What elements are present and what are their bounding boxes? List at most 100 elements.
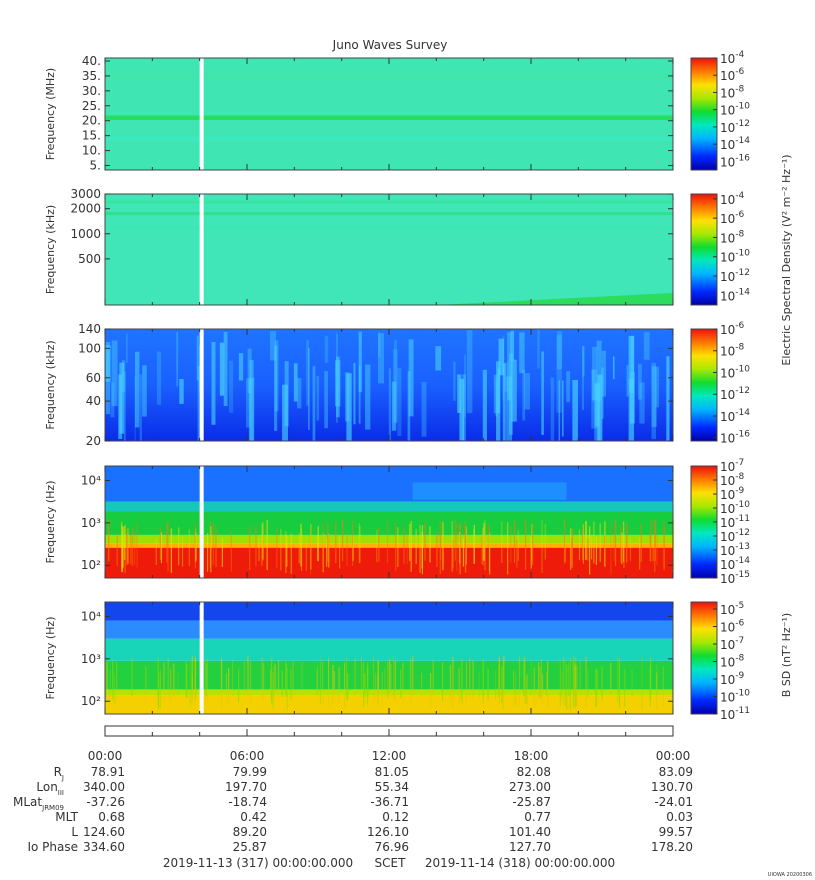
lowfreq-streak (387, 660, 389, 697)
lowfreq-streak (105, 661, 107, 700)
lowfreq-streak (249, 527, 251, 571)
vlf-emission-streak (156, 351, 162, 405)
footer-end: 2019-11-14 (318) 00:00:00.000 (425, 856, 615, 870)
lowfreq-streak (559, 659, 561, 707)
vlf-emission-streak (556, 335, 562, 413)
lowfreq-streak (261, 657, 263, 700)
lowfreq-streak (530, 536, 532, 569)
vlf-emission-streak (179, 379, 184, 404)
vlf-emission-streak (498, 338, 505, 376)
vlf-emission-streak (592, 369, 595, 403)
lowfreq-streak (124, 526, 126, 560)
lowfreq-streak (263, 662, 265, 701)
vlf-emission-streak (296, 378, 302, 409)
y-tick-label: 10² (81, 694, 101, 708)
vlf-emission-streak (655, 367, 660, 408)
lowfreq-streak (429, 526, 431, 563)
colorbar-tick-label: 10-5 (720, 601, 744, 617)
lowfreq-streak (424, 522, 426, 561)
lowfreq-streak (327, 657, 330, 707)
lowfreq-streak (456, 523, 458, 572)
lowfreq-streak (544, 524, 546, 560)
lowfreq-streak (587, 669, 589, 698)
lowfreq-streak (116, 661, 118, 699)
lowfreq-streak (533, 666, 535, 709)
lowfreq-streak (131, 657, 133, 696)
lowfreq-streak (610, 523, 612, 575)
lowfreq-streak (389, 658, 391, 696)
colorbar-tick-label: 10-4 (720, 191, 745, 207)
lowfreq-streak (656, 534, 658, 566)
lowfreq-streak (205, 663, 207, 697)
lowfreq-streak (373, 656, 375, 706)
lowfreq-streak (132, 527, 134, 567)
colorbar-4-scale (690, 465, 718, 579)
vlf-emission-streak (592, 346, 598, 401)
lowfreq-streak (656, 663, 658, 696)
lowfreq-streak (498, 669, 500, 698)
colorbar-tick-label: 10-8 (720, 343, 745, 359)
vlf-emission-streak (482, 369, 487, 441)
lowfreq-streak (170, 668, 172, 704)
lowfreq-streak (595, 668, 597, 708)
lowfreq-streak (489, 533, 491, 575)
lowfreq-streak (601, 666, 603, 701)
lowfreq-streak (181, 535, 184, 567)
colorbar-tick-label: 10-8 (720, 229, 745, 245)
panel-2-band-2 (105, 200, 673, 204)
vlf-emission-streak (562, 380, 564, 437)
ephemeris-value: -36.71 (370, 795, 409, 809)
lowfreq-streak (473, 524, 475, 564)
lowfreq-streak (517, 530, 519, 561)
lowfreq-streak (191, 675, 193, 701)
lowfreq-streak (402, 662, 404, 705)
colorbar-tick-label: 10-16 (720, 153, 750, 169)
lowfreq-streak (262, 522, 264, 560)
lowfreq-streak (280, 529, 282, 571)
lowfreq-streak (571, 528, 573, 568)
lowfreq-streak (524, 657, 526, 704)
lowfreq-streak (649, 533, 651, 562)
vlf-emission-streak (519, 332, 525, 374)
panel-4-layer-4 (105, 511, 673, 535)
lowfreq-streak (317, 535, 319, 561)
lowfreq-streak (593, 521, 595, 564)
lowfreq-streak (194, 656, 196, 698)
lowfreq-streak (626, 524, 628, 563)
vlf-emission-streak (391, 381, 397, 431)
lowfreq-streak (155, 537, 157, 566)
vlf-emission-streak (639, 382, 645, 424)
vlf-emission-streak (522, 369, 526, 421)
vlf-emission-streak (142, 365, 147, 417)
lowfreq-streak (113, 673, 116, 703)
lowfreq-streak (157, 656, 159, 705)
lowfreq-streak (618, 658, 621, 708)
lowfreq-streak (258, 538, 260, 562)
colorbar-tick-label: 10-14 (720, 287, 750, 303)
lowfreq-streak (573, 656, 575, 708)
panel-1-band-3 (105, 136, 673, 141)
lowfreq-streak (451, 521, 453, 572)
lowfreq-streak (530, 658, 532, 696)
lowfreq-streak (332, 665, 334, 703)
lowfreq-streak (459, 522, 461, 575)
lowfreq-streak (574, 663, 576, 697)
lowfreq-streak (599, 523, 601, 563)
lowfreq-streak (501, 666, 503, 703)
lowfreq-streak (386, 520, 389, 564)
ephemeris-label: LonIII (36, 780, 64, 797)
colorbar-2: 10-14 10-12 10-10 10-8 10-6 10-4 (690, 191, 750, 306)
time-label: 00:00 (88, 749, 123, 763)
lowfreq-streak (228, 667, 230, 705)
lowfreq-streak (421, 531, 423, 569)
colorbar-tick-label: 10-6 (720, 619, 745, 635)
colorbar-tick-label: 10-12 (720, 268, 750, 284)
lowfreq-streak (484, 519, 486, 571)
vlf-emission-streak (293, 363, 298, 402)
lowfreq-streak (441, 661, 444, 702)
time-axis: 00:00 06:00 12:00 18:00 00:00 (88, 725, 690, 763)
lowfreq-streak (390, 663, 392, 698)
lowfreq-streak (566, 664, 568, 710)
lowfreq-streak (412, 655, 414, 697)
